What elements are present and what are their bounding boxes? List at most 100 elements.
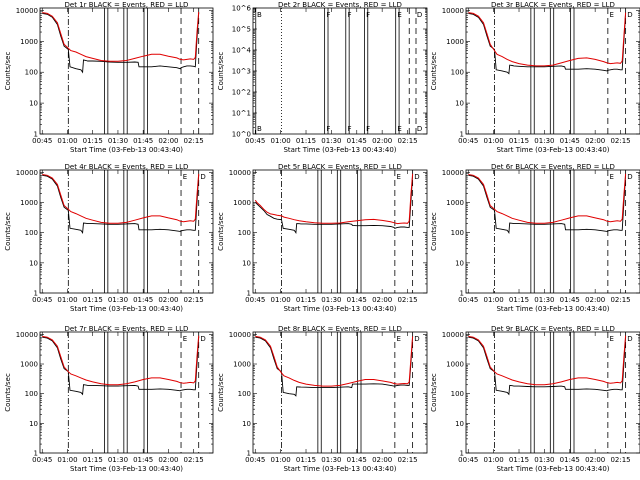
x-axis-title: Start Time (03-Feb-13 00:43:40) bbox=[496, 146, 609, 154]
panel-9: Det 9r BLACK = Events, RED = LLD 00:45 01:… bbox=[430, 325, 640, 473]
x-tick-label: 00:45 bbox=[458, 137, 478, 145]
marker-label-bottom: F bbox=[347, 125, 351, 133]
y-tick-label: 10 bbox=[455, 259, 464, 267]
panel-title: Det 3r BLACK = Events, RED = LLD bbox=[491, 1, 615, 9]
plot-frame bbox=[252, 169, 428, 294]
series-events bbox=[42, 12, 200, 74]
y-tick-label: 10^1 bbox=[232, 110, 251, 118]
marker-label-top: D bbox=[627, 11, 632, 19]
y-tick-label: 1 bbox=[460, 450, 464, 458]
x-tick-label: 02:15 bbox=[397, 456, 417, 464]
x-tick-label: 01:15 bbox=[509, 456, 529, 464]
x-axis-title: Start Time (03-Feb-13 00:43:40) bbox=[283, 146, 396, 154]
y-axis-title: Counts/sec bbox=[4, 52, 12, 91]
y-tick-label: 10^5 bbox=[232, 26, 251, 34]
x-tick-label: 01:30 bbox=[534, 137, 554, 145]
y-tick-label: 1 bbox=[34, 290, 38, 298]
y-tick-label: 10000 bbox=[229, 331, 251, 339]
x-tick-label: 01:45 bbox=[133, 137, 153, 145]
marker-label-bottom: F bbox=[326, 125, 330, 133]
x-tick-label: 01:15 bbox=[509, 137, 529, 145]
series-lld bbox=[42, 173, 200, 224]
x-tick-label: 02:15 bbox=[184, 137, 204, 145]
x-tick-label: 01:00 bbox=[57, 137, 77, 145]
plot-frame bbox=[39, 331, 214, 454]
y-tick-label: 1000 bbox=[233, 361, 251, 369]
panel-7: Det 7r BLACK = Events, RED = LLD 00:45 01:… bbox=[4, 325, 214, 473]
y-tick-label: 10000 bbox=[442, 169, 464, 177]
series-lld bbox=[254, 173, 414, 225]
x-tick-label: 02:00 bbox=[372, 296, 392, 304]
y-tick-label: 1000 bbox=[233, 199, 251, 207]
x-tick-label: 02:00 bbox=[585, 456, 605, 464]
y-tick-label: 10^4 bbox=[232, 47, 252, 55]
y-tick-label: 10 bbox=[455, 420, 464, 428]
marker-label-top: D bbox=[417, 11, 422, 19]
panel-2: Det 2r BLACK = Events, RED = LLD 00:45 01:… bbox=[217, 1, 428, 154]
y-tick-label: 1 bbox=[34, 131, 38, 139]
marker-label-top: E bbox=[610, 335, 614, 343]
y-tick-label: 10^6 bbox=[232, 5, 252, 13]
x-tick-label: 01:45 bbox=[347, 296, 367, 304]
marker-label-top: E bbox=[397, 335, 401, 343]
x-tick-label: 01:45 bbox=[347, 456, 367, 464]
series-events bbox=[255, 175, 414, 234]
x-tick-label: 01:00 bbox=[57, 456, 77, 464]
x-tick-label: 01:45 bbox=[560, 137, 580, 145]
plot-frame bbox=[252, 7, 428, 135]
panel-4: Det 4r BLACK = Events, RED = LLD 00:45 01:… bbox=[4, 163, 214, 313]
y-axis-title: Counts/sec bbox=[4, 212, 12, 251]
x-tick-label: 00:45 bbox=[458, 296, 478, 304]
marker-label-top: D bbox=[627, 173, 632, 181]
x-tick-label: 01:15 bbox=[509, 296, 529, 304]
plot-frame bbox=[39, 169, 214, 294]
x-tick-label: 01:15 bbox=[83, 456, 103, 464]
x-tick-label: 01:15 bbox=[83, 296, 103, 304]
y-axis-title: Counts/sec bbox=[430, 52, 438, 91]
x-tick-label: 01:30 bbox=[108, 296, 128, 304]
panel-title: Det 7r BLACK = Events, RED = LLD bbox=[65, 325, 189, 333]
x-tick-label: 02:00 bbox=[585, 137, 605, 145]
plot-frame bbox=[252, 331, 428, 454]
plot-frame bbox=[465, 331, 640, 454]
x-tick-label: 01:45 bbox=[347, 137, 367, 145]
marker-label-top: F bbox=[326, 11, 330, 19]
y-tick-label: 1 bbox=[34, 450, 38, 458]
marker-label-top: F bbox=[347, 11, 351, 19]
y-tick-label: 1000 bbox=[20, 361, 38, 369]
series-events bbox=[468, 12, 627, 75]
y-axis-title: Counts/sec bbox=[430, 373, 438, 412]
y-tick-label: 10000 bbox=[442, 331, 464, 339]
y-tick-label: 10 bbox=[242, 259, 251, 267]
y-tick-label: 10 bbox=[29, 100, 38, 108]
x-tick-label: 01:45 bbox=[133, 456, 153, 464]
panel-title: Det 4r BLACK = Events, RED = LLD bbox=[65, 163, 189, 171]
x-tick-label: 01:15 bbox=[296, 137, 316, 145]
x-tick-label: 02:15 bbox=[184, 456, 204, 464]
series-lld bbox=[468, 173, 627, 224]
y-tick-label: 100 bbox=[238, 229, 251, 237]
x-tick-label: 01:00 bbox=[484, 137, 504, 145]
panel-3: Det 3r BLACK = Events, RED = LLD 00:45 01:… bbox=[430, 1, 640, 154]
x-tick-label: 01:30 bbox=[321, 296, 341, 304]
y-tick-label: 10^3 bbox=[232, 68, 251, 76]
y-tick-label: 100 bbox=[451, 229, 464, 237]
series-lld bbox=[42, 335, 200, 386]
plot-frame bbox=[465, 169, 640, 294]
x-tick-label: 01:45 bbox=[133, 296, 153, 304]
x-tick-label: 02:00 bbox=[158, 456, 178, 464]
x-tick-label: 02:15 bbox=[610, 296, 630, 304]
y-tick-label: 10000 bbox=[16, 169, 38, 177]
marker-label-top: D bbox=[414, 173, 419, 181]
x-tick-label: 01:00 bbox=[57, 296, 77, 304]
plot-frame bbox=[465, 7, 640, 135]
x-axis-title: Start Time (03-Feb-13 00:43:40) bbox=[496, 465, 609, 473]
x-tick-label: 01:30 bbox=[108, 456, 128, 464]
y-tick-label: 100 bbox=[25, 69, 38, 77]
y-axis-title: Counts/sec bbox=[217, 212, 225, 251]
y-tick-label: 1000 bbox=[446, 38, 464, 46]
y-tick-label: 10000 bbox=[16, 331, 38, 339]
marker-label-top: F bbox=[366, 11, 370, 19]
marker-label-top: D bbox=[414, 335, 419, 343]
